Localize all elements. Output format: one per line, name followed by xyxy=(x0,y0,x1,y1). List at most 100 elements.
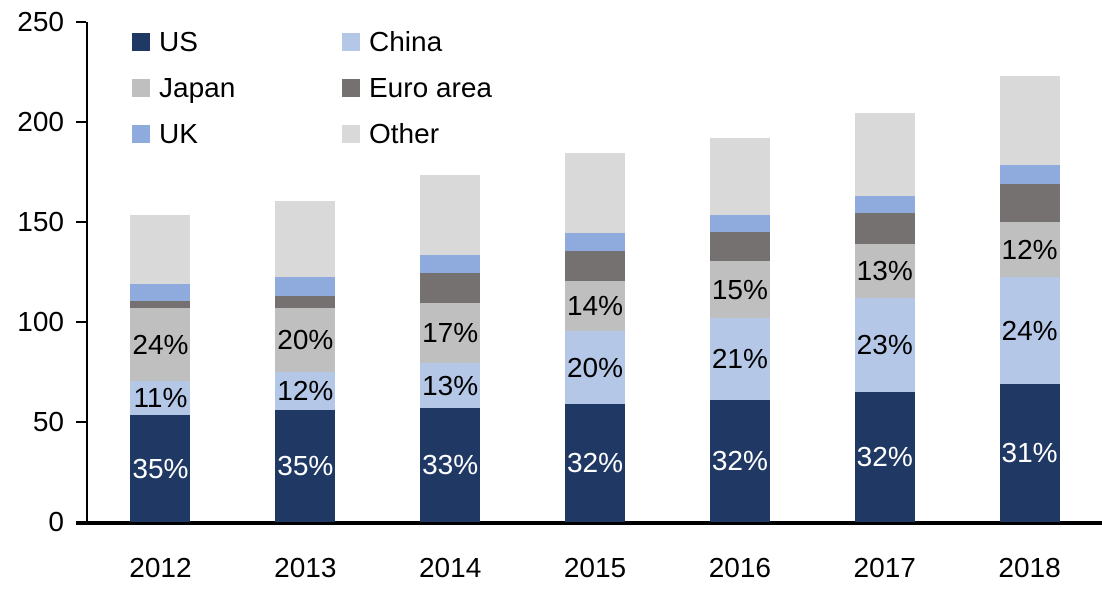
segment-us-2012: 35% xyxy=(130,415,191,522)
segment-label-japan-2012: 24% xyxy=(132,328,189,360)
y-axis-line xyxy=(86,22,88,524)
segment-label-us-2018: 31% xyxy=(1001,437,1058,468)
segment-label-china-2016: 21% xyxy=(711,343,768,374)
segment-euro-area-2015 xyxy=(565,251,625,281)
segment-label-japan-2017: 13% xyxy=(856,255,913,286)
segment-label-japan-2018: 12% xyxy=(1001,233,1058,265)
segment-label-japan-2016: 15% xyxy=(711,273,768,305)
segment-label-japan-2015: 14% xyxy=(566,290,624,321)
segment-label-china-2015: 20% xyxy=(566,351,624,383)
legend-swatch-us xyxy=(132,33,150,51)
x-axis-tick-label: 2018 xyxy=(998,552,1061,583)
legend-item-euro-area: Euro area xyxy=(342,73,492,103)
segment-label-japan-2014: 17% xyxy=(422,317,479,348)
y-axis-tick xyxy=(76,421,86,423)
segment-euro-area-2017 xyxy=(854,213,915,244)
legend-swatch-euro-area xyxy=(342,79,360,97)
x-axis-tick-label: 2013 xyxy=(274,552,337,583)
segment-china-2017: 23% xyxy=(854,298,915,392)
segment-us-2017: 32% xyxy=(854,392,915,522)
legend-label-japan: Japan xyxy=(159,72,236,103)
legend-swatch-japan xyxy=(132,79,150,97)
segment-label-china-2017: 23% xyxy=(856,329,913,360)
legend-item-japan: Japan xyxy=(132,73,235,103)
segment-us-2013: 35% xyxy=(275,410,336,522)
segment-label-china-2012: 11% xyxy=(133,382,188,413)
x-axis-tick-label: 2015 xyxy=(563,552,627,583)
segment-other-2018 xyxy=(999,76,1060,165)
segment-japan-2013: 20% xyxy=(275,308,336,372)
legend-label-euro-area: Euro area xyxy=(369,72,492,103)
segment-label-us-2012: 35% xyxy=(132,452,189,484)
segment-uk-2018 xyxy=(999,165,1060,184)
x-axis-line xyxy=(76,521,1102,525)
legend-item-other: Other xyxy=(342,119,439,149)
segment-label-us-2015: 32% xyxy=(566,447,624,478)
segment-label-us-2017: 32% xyxy=(856,441,913,472)
legend-item-uk: UK xyxy=(132,119,198,149)
segment-other-2013 xyxy=(275,201,336,277)
segment-euro-area-2012 xyxy=(130,301,191,308)
y-axis-tick-label: 100 xyxy=(17,306,64,337)
legend-swatch-china xyxy=(342,33,360,51)
legend-label-other: Other xyxy=(369,118,440,149)
segment-uk-2013 xyxy=(275,277,336,296)
y-axis-tick-label: 200 xyxy=(17,106,64,137)
segment-other-2014 xyxy=(420,175,481,255)
legend-item-china: China xyxy=(342,27,442,57)
segment-japan-2018: 12% xyxy=(999,222,1060,277)
y-axis-tick xyxy=(76,521,86,523)
segment-us-2014: 33% xyxy=(420,408,481,522)
segment-label-us-2013: 35% xyxy=(277,450,334,481)
segment-uk-2012 xyxy=(130,284,191,301)
segment-other-2016 xyxy=(709,138,770,215)
legend-label-china: China xyxy=(369,26,443,57)
x-axis-tick-label: 2014 xyxy=(418,552,482,583)
segment-uk-2016 xyxy=(709,215,770,232)
x-axis-tick-label: 2017 xyxy=(853,552,916,583)
segment-china-2012: 11% xyxy=(130,381,191,415)
segment-china-2013: 12% xyxy=(275,372,336,410)
segment-us-2015: 32% xyxy=(565,404,625,522)
y-axis-tick-label: 50 xyxy=(32,406,64,437)
legend-label-uk: UK xyxy=(159,118,198,149)
y-axis-tick xyxy=(76,121,86,123)
segment-uk-2014 xyxy=(420,255,481,273)
segment-japan-2015: 14% xyxy=(565,281,625,331)
y-axis-tick-label: 0 xyxy=(48,506,64,537)
segment-euro-area-2013 xyxy=(275,296,336,308)
y-axis-tick-label: 150 xyxy=(17,206,64,237)
segment-euro-area-2016 xyxy=(709,232,770,261)
segment-euro-area-2014 xyxy=(420,273,481,303)
segment-euro-area-2018 xyxy=(999,184,1060,222)
legend-label-us: US xyxy=(159,26,198,57)
legend-item-us: US xyxy=(132,27,198,57)
segment-label-china-2013: 12% xyxy=(277,375,334,406)
segment-other-2017 xyxy=(854,113,915,196)
segment-label-china-2018: 24% xyxy=(1001,314,1058,346)
y-axis-tick-label: 250 xyxy=(17,6,64,37)
segment-label-japan-2013: 20% xyxy=(277,324,334,355)
segment-uk-2015 xyxy=(565,233,625,251)
segment-label-us-2014: 33% xyxy=(422,449,479,480)
segment-japan-2014: 17% xyxy=(420,303,481,363)
segment-uk-2017 xyxy=(854,196,915,213)
x-axis-tick-label: 2012 xyxy=(129,552,192,583)
segment-other-2012 xyxy=(130,215,191,284)
segment-us-2018: 31% xyxy=(999,384,1060,522)
y-axis-tick xyxy=(76,321,86,323)
segment-other-2015 xyxy=(565,153,625,233)
segment-label-china-2014: 13% xyxy=(422,369,479,401)
segment-label-us-2016: 32% xyxy=(711,445,768,476)
x-axis-tick-label: 2016 xyxy=(708,552,771,583)
segment-china-2018: 24% xyxy=(999,277,1060,384)
segment-japan-2016: 15% xyxy=(709,261,770,318)
y-axis-tick xyxy=(76,21,86,23)
segment-us-2016: 32% xyxy=(709,400,770,522)
segment-china-2014: 13% xyxy=(420,363,481,408)
segment-china-2016: 21% xyxy=(709,318,770,400)
y-axis-tick xyxy=(76,221,86,223)
segment-china-2015: 20% xyxy=(565,331,625,404)
segment-japan-2012: 24% xyxy=(130,308,191,381)
